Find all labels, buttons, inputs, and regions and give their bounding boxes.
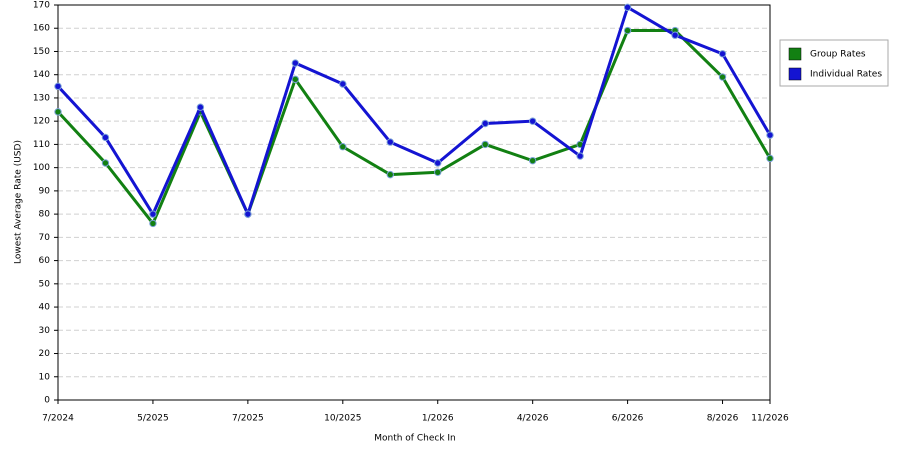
x-tick-label: 6/2026 [612,414,644,424]
y-tick-label: 110 [33,140,50,150]
y-tick-label: 120 [33,117,50,127]
legend-swatch [788,47,802,61]
y-tick-label: 10 [39,372,51,382]
point [54,108,62,116]
x-tick-label: 10/2025 [324,414,361,424]
point [434,159,442,167]
point [291,75,300,84]
y-tick-label: 130 [33,93,50,103]
legend-label: Individual Rates [810,70,882,80]
point [149,210,157,218]
y-tick-label: 170 [33,1,50,11]
point [528,117,537,125]
point [576,152,584,160]
series-line [56,29,772,227]
point [766,131,774,139]
point [623,26,632,35]
x-tick-label: 4/2026 [517,414,549,424]
point [54,82,62,91]
point [671,31,679,39]
y-tick-label: 20 [39,349,51,359]
point [196,103,205,111]
legend-swatch [788,67,802,81]
point [481,119,489,128]
y-tick-label: 60 [39,256,51,266]
point [528,156,537,165]
point [766,154,774,163]
y-axis-title: Lowest Average Rate (USD) [14,140,24,264]
y-tick-label: 140 [33,70,50,80]
y-tick-label: 100 [33,163,50,173]
point [718,73,727,81]
legend-label: Group Rates [810,50,866,60]
x-axis-title: Month of Check In [374,434,456,444]
y-tick-label: 0 [44,396,50,406]
y-tick-label: 90 [39,186,51,196]
point [481,140,489,149]
x-tick-label: 5/2025 [137,414,169,424]
y-tick-label: 30 [39,326,51,336]
x-tick-label: 8/2026 [707,414,739,424]
point [339,80,347,88]
series-line [56,5,772,219]
point [291,59,300,67]
y-tick-label: 40 [39,303,51,313]
x-tick-label: 7/2025 [232,414,264,424]
x-tick-label: 1/2026 [422,414,454,424]
point [339,143,347,151]
y-tick-label: 80 [39,210,51,220]
y-tick-label: 160 [33,24,50,34]
plot-frame [57,4,771,401]
point [386,138,394,146]
point [101,159,110,167]
point [623,3,632,12]
x-tick-label: 11/2026 [751,414,789,424]
x-tick-label: 7/2024 [42,414,74,424]
point [244,210,252,218]
point [386,170,394,179]
point [434,168,442,176]
point [149,219,157,228]
point [718,50,727,58]
y-tick-label: 50 [39,279,51,289]
y-tick-label: 70 [39,233,51,243]
y-tick-label: 150 [33,47,50,57]
point [101,133,110,142]
